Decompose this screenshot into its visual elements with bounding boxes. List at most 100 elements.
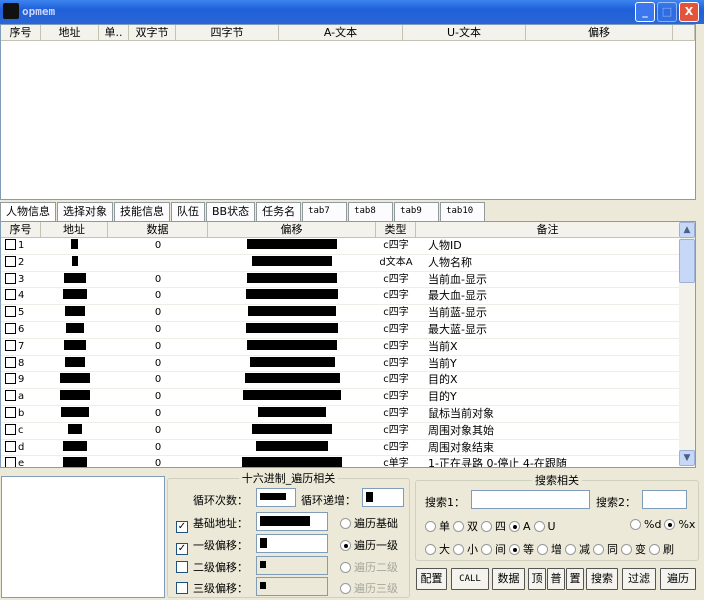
list-item[interactable]: 9 0 c四字 目的X — [1, 372, 695, 390]
action-button-6[interactable]: 搜索 — [586, 568, 618, 590]
tab-4[interactable]: BB状态 — [206, 202, 256, 221]
radio-option[interactable]: 双 — [453, 520, 478, 533]
column-header[interactable]: 偏移 — [526, 25, 673, 40]
list-item[interactable]: 3 0 c四字 当前血-显示 — [1, 272, 695, 289]
list-item[interactable]: e 0 c单字 1-正在寻路 0-停止 4-在跟随 — [1, 456, 695, 467]
checkbox[interactable] — [5, 272, 16, 284]
checkbox[interactable] — [5, 255, 16, 267]
search1-input[interactable] — [471, 490, 590, 509]
column-header[interactable] — [673, 25, 695, 40]
column-header[interactable]: 双字节 — [129, 25, 176, 40]
list-item[interactable]: 8 0 c四字 当前Y — [1, 356, 695, 373]
base-address-input[interactable] — [256, 512, 328, 531]
info-list[interactable]: 序号 地址 数据 偏移 类型 备注 1 0 c四字 人物ID 2 d文本A 人物名称 3 0 c四字 当前血-… — [0, 221, 696, 468]
lvl3-offset-input[interactable] — [256, 577, 328, 596]
checkbox[interactable] — [5, 322, 16, 334]
tab-5[interactable]: 任务名 — [256, 202, 302, 221]
list-item[interactable]: c 0 c四字 周围对象其始 — [1, 423, 695, 440]
column-header[interactable]: 地址 — [41, 222, 108, 237]
list-item[interactable]: 7 0 c四字 当前X — [1, 339, 695, 356]
scroll-thumb[interactable] — [679, 239, 695, 283]
action-button-2[interactable]: 数据 — [492, 568, 525, 590]
checkbox[interactable] — [5, 440, 16, 452]
list-item[interactable]: b 0 c四字 鼠标当前对象 — [1, 406, 695, 423]
scroll-down-button[interactable]: ▼ — [679, 450, 695, 466]
lvl3-checkbox[interactable]: 三级偏移： — [176, 580, 248, 596]
radio-traverse-lvl2[interactable]: 遍历二级 — [340, 559, 398, 575]
checkbox[interactable] — [5, 339, 16, 351]
output-box[interactable] — [1, 476, 165, 598]
list-item[interactable]: 4 0 c四字 最大血-显示 — [1, 288, 695, 306]
vertical-scrollbar[interactable]: ▲ ▼ — [679, 222, 695, 466]
column-header[interactable]: 地址 — [41, 25, 99, 40]
tab-3[interactable]: 队伍 — [171, 202, 205, 221]
lvl2-offset-input[interactable] — [256, 556, 328, 575]
checkbox[interactable] — [5, 457, 16, 467]
radio-option[interactable]: U — [533, 520, 556, 533]
radio-traverse-base[interactable]: 遍历基础 — [340, 515, 398, 531]
column-header[interactable]: 序号 — [1, 25, 41, 40]
checkbox[interactable] — [5, 373, 16, 385]
column-header[interactable]: 备注 — [416, 222, 680, 237]
tab-8[interactable]: tab9 — [394, 202, 440, 221]
radio-option[interactable]: 同 — [593, 543, 618, 556]
close-button[interactable]: X — [679, 2, 699, 22]
column-header[interactable]: 四字节 — [176, 25, 279, 40]
action-button-1[interactable]: CALL — [451, 568, 489, 590]
column-header[interactable]: U-文本 — [403, 25, 526, 40]
radio-option[interactable]: 增 — [537, 543, 562, 556]
checkbox[interactable] — [5, 239, 16, 250]
action-button-3[interactable]: 顶 — [528, 568, 546, 590]
action-button-4[interactable]: 普 — [547, 568, 565, 590]
radio-option[interactable]: %x — [664, 518, 695, 531]
list-item[interactable]: 6 0 c四字 最大蓝-显示 — [1, 322, 695, 339]
maximize-button[interactable]: □ — [657, 2, 677, 22]
checkbox[interactable] — [5, 289, 16, 301]
loop-count-input[interactable] — [256, 488, 296, 507]
scroll-up-button[interactable]: ▲ — [679, 222, 695, 238]
column-header[interactable]: 序号 — [1, 222, 41, 237]
lvl1-offset-input[interactable] — [256, 534, 328, 553]
list-item[interactable]: a 0 c四字 目的Y — [1, 389, 695, 406]
radio-option[interactable]: 大 — [425, 543, 450, 556]
list-item[interactable]: 5 0 c四字 当前蓝-显示 — [1, 305, 695, 322]
checkbox[interactable] — [5, 306, 16, 318]
radio-option[interactable]: 小 — [453, 543, 478, 556]
radio-option[interactable]: A — [509, 520, 531, 533]
list-item[interactable]: 2 d文本A 人物名称 — [1, 255, 695, 272]
column-header[interactable]: 数据 — [108, 222, 208, 237]
tab-6[interactable]: tab7 — [302, 202, 348, 221]
checkbox[interactable] — [5, 356, 16, 368]
radio-option[interactable]: 四 — [481, 520, 506, 533]
radio-option[interactable]: 变 — [621, 543, 646, 556]
column-header[interactable]: 单.. — [99, 25, 129, 40]
tab-2[interactable]: 技能信息 — [114, 202, 170, 221]
search2-input[interactable] — [642, 490, 687, 509]
lvl1-checkbox[interactable]: ✓ 一级偏移： — [176, 537, 248, 555]
checkbox[interactable] — [5, 406, 16, 418]
tab-9[interactable]: tab10 — [440, 202, 486, 221]
radio-option[interactable]: 等 — [509, 543, 534, 556]
action-button-5[interactable]: 置 — [566, 568, 584, 590]
tab-0[interactable]: 人物信息 — [0, 202, 56, 222]
column-header[interactable]: 偏移 — [208, 222, 376, 237]
checkbox[interactable] — [5, 423, 16, 435]
column-header[interactable]: A-文本 — [279, 25, 403, 40]
action-button-8[interactable]: 遍历 — [660, 568, 696, 590]
radio-option[interactable]: 单 — [425, 520, 450, 533]
checkbox[interactable] — [5, 390, 16, 402]
action-button-7[interactable]: 过滤 — [622, 568, 656, 590]
list-item[interactable]: 1 0 c四字 人物ID — [1, 238, 695, 255]
minimize-button[interactable]: _ — [635, 2, 655, 22]
memory-table[interactable]: 序号 地址 单.. 双字节 四字节 A-文本 U-文本 偏移 — [0, 24, 696, 200]
column-header[interactable]: 类型 — [376, 222, 416, 237]
radio-option[interactable]: 间 — [481, 543, 506, 556]
radio-traverse-lvl1[interactable]: 遍历一级 — [340, 537, 398, 553]
list-item[interactable]: d 0 c四字 周围对象结束 — [1, 440, 695, 457]
radio-option[interactable]: 减 — [565, 543, 590, 556]
base-checkbox[interactable]: ✓ 基础地址： — [176, 515, 248, 533]
tab-7[interactable]: tab8 — [348, 202, 394, 221]
radio-traverse-lvl3[interactable]: 遍历三级 — [340, 580, 398, 596]
tab-1[interactable]: 选择对象 — [57, 202, 113, 221]
radio-option[interactable]: %d — [630, 518, 661, 531]
